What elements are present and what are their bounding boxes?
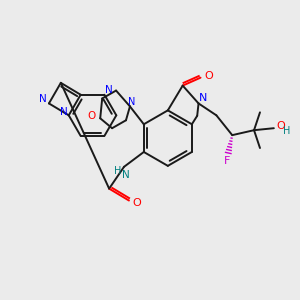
- Text: O: O: [276, 121, 285, 131]
- Text: H: H: [114, 166, 122, 176]
- Text: F: F: [224, 156, 230, 166]
- Text: N: N: [122, 170, 130, 180]
- Text: N: N: [199, 94, 208, 103]
- Text: N: N: [128, 98, 136, 107]
- Text: N: N: [60, 107, 68, 117]
- Text: O: O: [204, 71, 213, 81]
- Text: N: N: [39, 94, 47, 104]
- Text: N: N: [104, 85, 112, 95]
- Text: O: O: [87, 111, 95, 121]
- Text: O: O: [133, 197, 141, 208]
- Text: H: H: [283, 126, 290, 136]
